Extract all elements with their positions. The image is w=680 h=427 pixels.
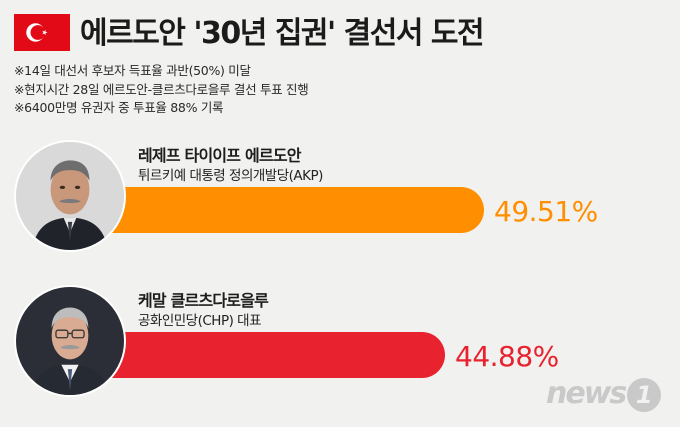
data-label-kilicdaroglu: 44.88% (455, 340, 559, 373)
candidate-party: 튀르키예 대통령 정의개발당(AKP) (138, 168, 323, 184)
portrait-kilicdaroglu (14, 285, 126, 397)
candidate-name: 레제프 타이이프 에르도안 (138, 146, 301, 165)
candidate-row: 레제프 타이이프 에르도안 튀르키예 대통령 정의개발당(AKP) 49.51% (0, 140, 680, 260)
page-title: 에르도안 '30년 집권' 결선서 도전 (80, 16, 485, 51)
bar-kilicdaroglu (70, 332, 445, 378)
news1-logo: news 1 (546, 376, 662, 412)
note: ※6400만명 유권자 중 투표율 88% 기록 (14, 100, 224, 115)
candidate-party: 공화인민당(CHP) 대표 (138, 313, 261, 329)
note: ※14일 대선서 후보자 득표율 과반(50%) 미달 (14, 63, 251, 78)
logo-mark: 1 (627, 377, 662, 412)
data-label-erdogan: 49.51% (494, 195, 598, 228)
bar-track (70, 332, 530, 378)
logo-text: news (546, 376, 627, 411)
bar-track (70, 187, 530, 233)
notes: ※14일 대선서 후보자 득표율 과반(50%) 미달 ※현지시간 28일 에르… (14, 62, 309, 118)
portrait-erdogan (14, 140, 126, 252)
candidate-name: 케말 클르츠다로을루 (138, 291, 269, 310)
note: ※현지시간 28일 에르도안-클르츠다로을루 결선 투표 진행 (14, 81, 309, 97)
turkey-flag-icon (14, 14, 70, 51)
bar-erdogan (70, 187, 484, 233)
candidate-row: 케말 클르츠다로을루 공화인민당(CHP) 대표 44.88% (0, 285, 680, 405)
